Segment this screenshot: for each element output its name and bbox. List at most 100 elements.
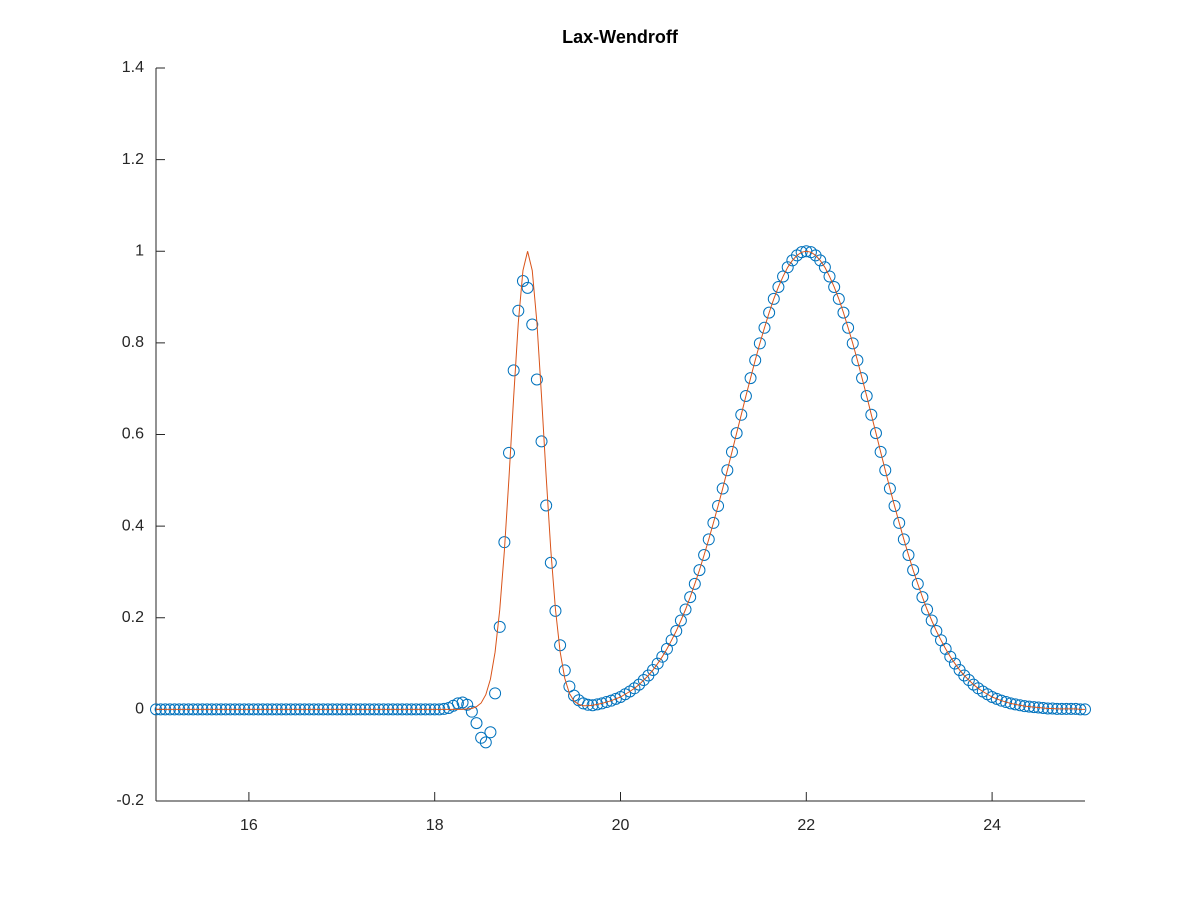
data-point bbox=[856, 372, 869, 385]
data-point bbox=[916, 591, 929, 604]
data-point bbox=[744, 372, 757, 385]
data-point bbox=[595, 697, 608, 710]
data-point bbox=[600, 696, 613, 709]
data-point bbox=[832, 292, 845, 305]
data-point bbox=[651, 657, 664, 670]
data-point bbox=[702, 533, 715, 546]
data-point bbox=[1013, 699, 1026, 712]
data-point bbox=[647, 663, 660, 676]
data-point bbox=[503, 446, 516, 459]
data-point bbox=[628, 682, 641, 695]
data-point bbox=[962, 674, 975, 687]
data-point bbox=[879, 464, 892, 477]
data-point bbox=[670, 625, 683, 638]
data-point bbox=[846, 337, 859, 350]
data-point bbox=[851, 354, 864, 367]
data-point bbox=[1018, 700, 1031, 713]
data-point bbox=[925, 614, 938, 627]
data-point bbox=[730, 427, 743, 440]
y-tick-label: 0.2 bbox=[122, 609, 144, 626]
data-point bbox=[749, 354, 762, 367]
data-point bbox=[767, 292, 780, 305]
data-point bbox=[684, 591, 697, 604]
data-point bbox=[739, 390, 752, 403]
data-point bbox=[725, 445, 738, 458]
data-point bbox=[967, 678, 980, 691]
y-tick-label: -0.2 bbox=[116, 792, 144, 809]
data-point bbox=[1032, 701, 1045, 714]
data-point bbox=[716, 482, 729, 495]
x-tick-label: 16 bbox=[240, 817, 258, 834]
data-point bbox=[814, 254, 827, 267]
data-point bbox=[1027, 701, 1040, 714]
data-point bbox=[907, 564, 920, 577]
data-point bbox=[679, 603, 692, 616]
data-point bbox=[526, 318, 539, 331]
data-point bbox=[948, 657, 961, 670]
data-point bbox=[521, 281, 534, 294]
data-point bbox=[707, 516, 720, 529]
data-point bbox=[921, 603, 934, 616]
data-point bbox=[995, 694, 1008, 707]
data-point bbox=[475, 731, 488, 744]
data-point bbox=[512, 304, 525, 317]
y-tick-label: 0.8 bbox=[122, 334, 144, 351]
data-point bbox=[489, 687, 502, 700]
data-point bbox=[712, 499, 725, 512]
data-point bbox=[781, 261, 794, 274]
data-point bbox=[753, 337, 766, 350]
data-point bbox=[493, 620, 506, 633]
x-tick-label: 20 bbox=[612, 817, 630, 834]
y-tick-label: 0.4 bbox=[122, 517, 144, 534]
x-tick-label: 24 bbox=[983, 817, 1001, 834]
data-point bbox=[479, 736, 492, 749]
data-point bbox=[1009, 698, 1022, 711]
data-point bbox=[688, 577, 701, 590]
data-point bbox=[772, 280, 785, 293]
data-point bbox=[465, 705, 478, 718]
data-point bbox=[591, 698, 604, 711]
data-point bbox=[893, 516, 906, 529]
data-point bbox=[888, 499, 901, 512]
data-point bbox=[837, 306, 850, 319]
data-point bbox=[958, 669, 971, 682]
data-point bbox=[860, 390, 873, 403]
data-point bbox=[874, 445, 887, 458]
data-point bbox=[897, 533, 910, 546]
data-point bbox=[540, 499, 553, 512]
y-tick-label: 1.2 bbox=[122, 151, 144, 168]
data-point bbox=[535, 435, 548, 448]
data-line bbox=[156, 250, 1085, 710]
data-point bbox=[902, 548, 915, 561]
y-tick-label: 0 bbox=[135, 701, 144, 718]
data-point bbox=[637, 674, 650, 687]
data-point bbox=[721, 464, 734, 477]
data-point bbox=[911, 577, 924, 590]
data-point bbox=[883, 482, 896, 495]
data-point bbox=[869, 427, 882, 440]
data-point bbox=[735, 408, 748, 421]
data-point bbox=[1000, 696, 1013, 709]
data-point bbox=[507, 364, 520, 377]
data-point bbox=[633, 678, 646, 691]
data-point bbox=[828, 280, 841, 293]
y-tick-label: 1.4 bbox=[122, 59, 144, 76]
data-point bbox=[1004, 697, 1017, 710]
data-point bbox=[823, 270, 836, 283]
data-point bbox=[544, 556, 557, 569]
data-point bbox=[763, 306, 776, 319]
x-tick-label: 18 bbox=[426, 817, 444, 834]
data-point bbox=[944, 650, 957, 663]
x-tick-label: 22 bbox=[797, 817, 815, 834]
y-tick-label: 0.6 bbox=[122, 426, 144, 443]
data-point bbox=[530, 373, 543, 386]
data-point bbox=[865, 408, 878, 421]
data-point bbox=[795, 246, 808, 259]
y-tick-label: 1 bbox=[135, 242, 144, 259]
data-point bbox=[698, 548, 711, 561]
data-point bbox=[758, 321, 771, 334]
data-point bbox=[842, 321, 855, 334]
data-point bbox=[1023, 700, 1036, 713]
chart-title: Lax-Wendroff bbox=[562, 27, 679, 47]
